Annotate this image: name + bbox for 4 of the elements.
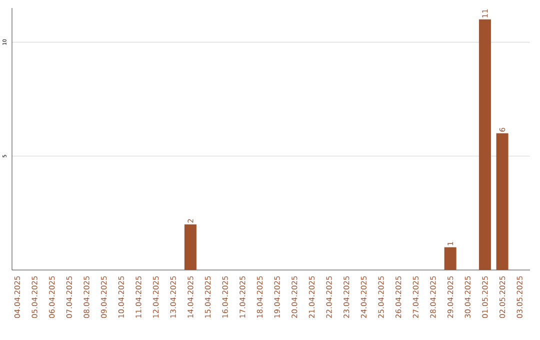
bar xyxy=(444,247,456,270)
bar xyxy=(478,19,491,270)
bar xyxy=(184,224,196,270)
bar xyxy=(496,133,508,270)
